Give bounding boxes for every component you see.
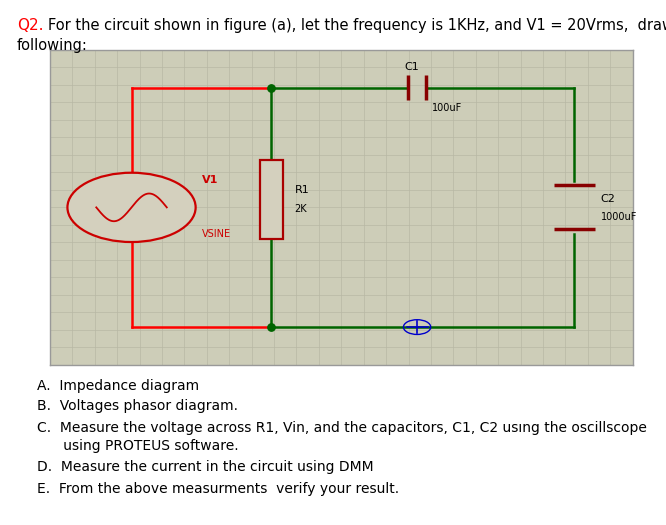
Text: B.  Voltages phasor diagram.: B. Voltages phasor diagram. [37, 399, 238, 413]
Text: 2K: 2K [294, 204, 307, 214]
Text: For the circuit shown in figure (a), let the frequency is 1KHz, and V1 = 20Vrms,: For the circuit shown in figure (a), let… [48, 18, 666, 34]
Text: V1: V1 [201, 175, 218, 185]
Text: VSINE: VSINE [201, 229, 230, 239]
Text: D.  Measure the current in the circuit using DMM: D. Measure the current in the circuit us… [37, 460, 373, 475]
Text: 1000uF: 1000uF [601, 212, 637, 222]
Text: Q2.: Q2. [17, 18, 43, 34]
Point [266, 323, 277, 331]
Text: following:: following: [17, 38, 87, 53]
Text: 100uF: 100uF [432, 103, 462, 113]
Text: using PROTEUS software.: using PROTEUS software. [37, 439, 238, 454]
Bar [260, 160, 283, 239]
Text: A.  Impedance diagram: A. Impedance diagram [37, 379, 198, 393]
Text: C.  Measure the voltage across R1, Vin, and the capacitors, C1, C2 usıng the osc: C. Measure the voltage across R1, Vin, a… [37, 421, 647, 435]
Text: E.  From the above measurments  verify your result.: E. From the above measurments verify you… [37, 482, 399, 496]
Ellipse shape [67, 173, 196, 242]
Text: R1: R1 [294, 185, 310, 195]
Text: C1: C1 [404, 62, 419, 72]
Point [266, 83, 277, 92]
Text: C2: C2 [601, 194, 615, 205]
